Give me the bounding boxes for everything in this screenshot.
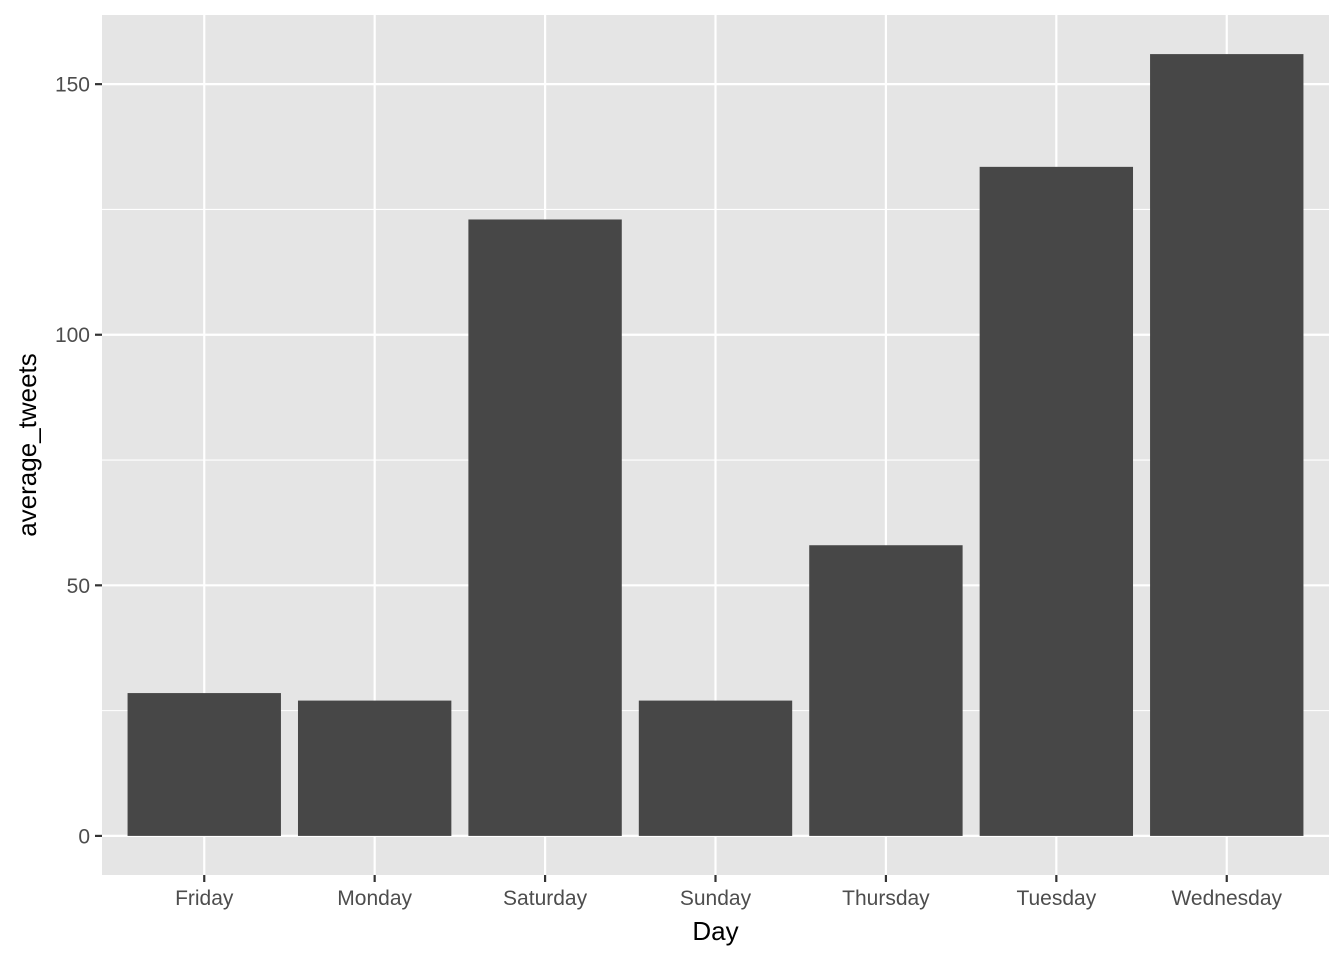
bar-saturday: [468, 219, 622, 836]
bar-thursday: [809, 545, 963, 836]
bar-tuesday: [979, 166, 1134, 836]
x-tick-label: Sunday: [680, 887, 752, 910]
y-axis-title: average_tweets: [12, 353, 42, 537]
bar-sunday: [638, 700, 793, 836]
bars: [127, 54, 1304, 836]
x-tick-label: Friday: [175, 887, 234, 910]
x-axis-title: Day: [692, 916, 738, 946]
x-tick-label: Monday: [337, 887, 412, 910]
y-axis: 0 50 100 150: [55, 74, 102, 848]
x-tick-label: Tuesday: [1016, 887, 1096, 910]
bar-friday: [127, 693, 281, 836]
y-tick-label: 0: [78, 825, 90, 848]
bar-monday: [297, 700, 452, 836]
x-tick-label: Thursday: [842, 887, 930, 910]
x-tick-label: Saturday: [503, 887, 588, 910]
x-tick-label: Wednesday: [1171, 887, 1282, 910]
y-tick-label: 150: [55, 74, 90, 97]
y-tick-label: 50: [67, 575, 90, 598]
x-axis: Friday Monday Saturday Sunday Thursday Tuesda…: [175, 875, 1283, 910]
y-tick-label: 100: [55, 324, 90, 347]
bar-wednesday: [1150, 54, 1304, 836]
